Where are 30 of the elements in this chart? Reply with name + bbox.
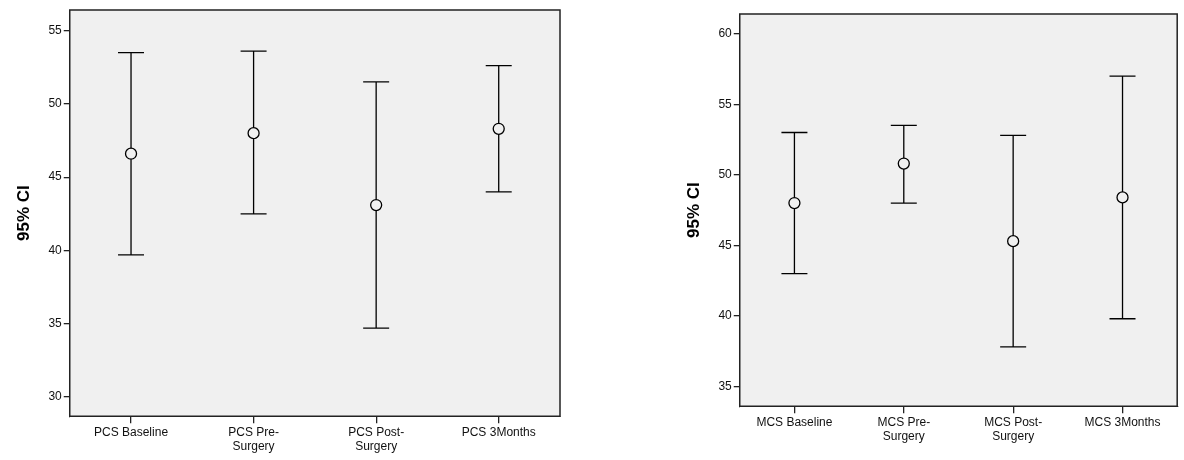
x-tick-label: MCS Post- Surgery — [984, 414, 1043, 444]
y-tick-label: 50 — [48, 96, 63, 111]
y-tick-label: 55 — [48, 22, 63, 37]
x-tick-label: PCS Pre- Surgery — [228, 424, 279, 454]
point — [788, 196, 801, 210]
point — [897, 157, 910, 170]
x-tick-label: MCS Pre- Surgery — [877, 414, 931, 444]
x-tick-label: PCS Baseline — [94, 424, 169, 439]
y-tick-label: 40 — [718, 308, 733, 323]
y-axis-title: 95% CI — [13, 185, 33, 241]
point — [1007, 234, 1020, 248]
y-tick-label: 40 — [48, 242, 63, 257]
point — [370, 198, 383, 212]
point — [124, 147, 138, 160]
y-tick-label: 35 — [48, 316, 63, 331]
y-axis-title: 95% CI — [683, 182, 703, 238]
x-tick-label: PCS Post- Surgery — [348, 424, 405, 454]
point — [492, 122, 505, 135]
point — [247, 127, 260, 140]
y-tick-label: 55 — [718, 96, 733, 111]
y-tick-label: 35 — [718, 378, 733, 393]
x-tick-label: PCS 3Months — [461, 424, 536, 439]
y-tick-label: 60 — [718, 26, 733, 41]
x-tick-label: MCS 3Months — [1084, 414, 1161, 429]
x-tick-label: MCS Baseline — [756, 414, 833, 429]
y-tick-label: 50 — [718, 167, 733, 182]
point — [1116, 191, 1129, 204]
y-tick-label: 45 — [48, 169, 63, 184]
y-tick-label: 45 — [718, 237, 733, 252]
y-tick-label: 30 — [48, 389, 63, 404]
